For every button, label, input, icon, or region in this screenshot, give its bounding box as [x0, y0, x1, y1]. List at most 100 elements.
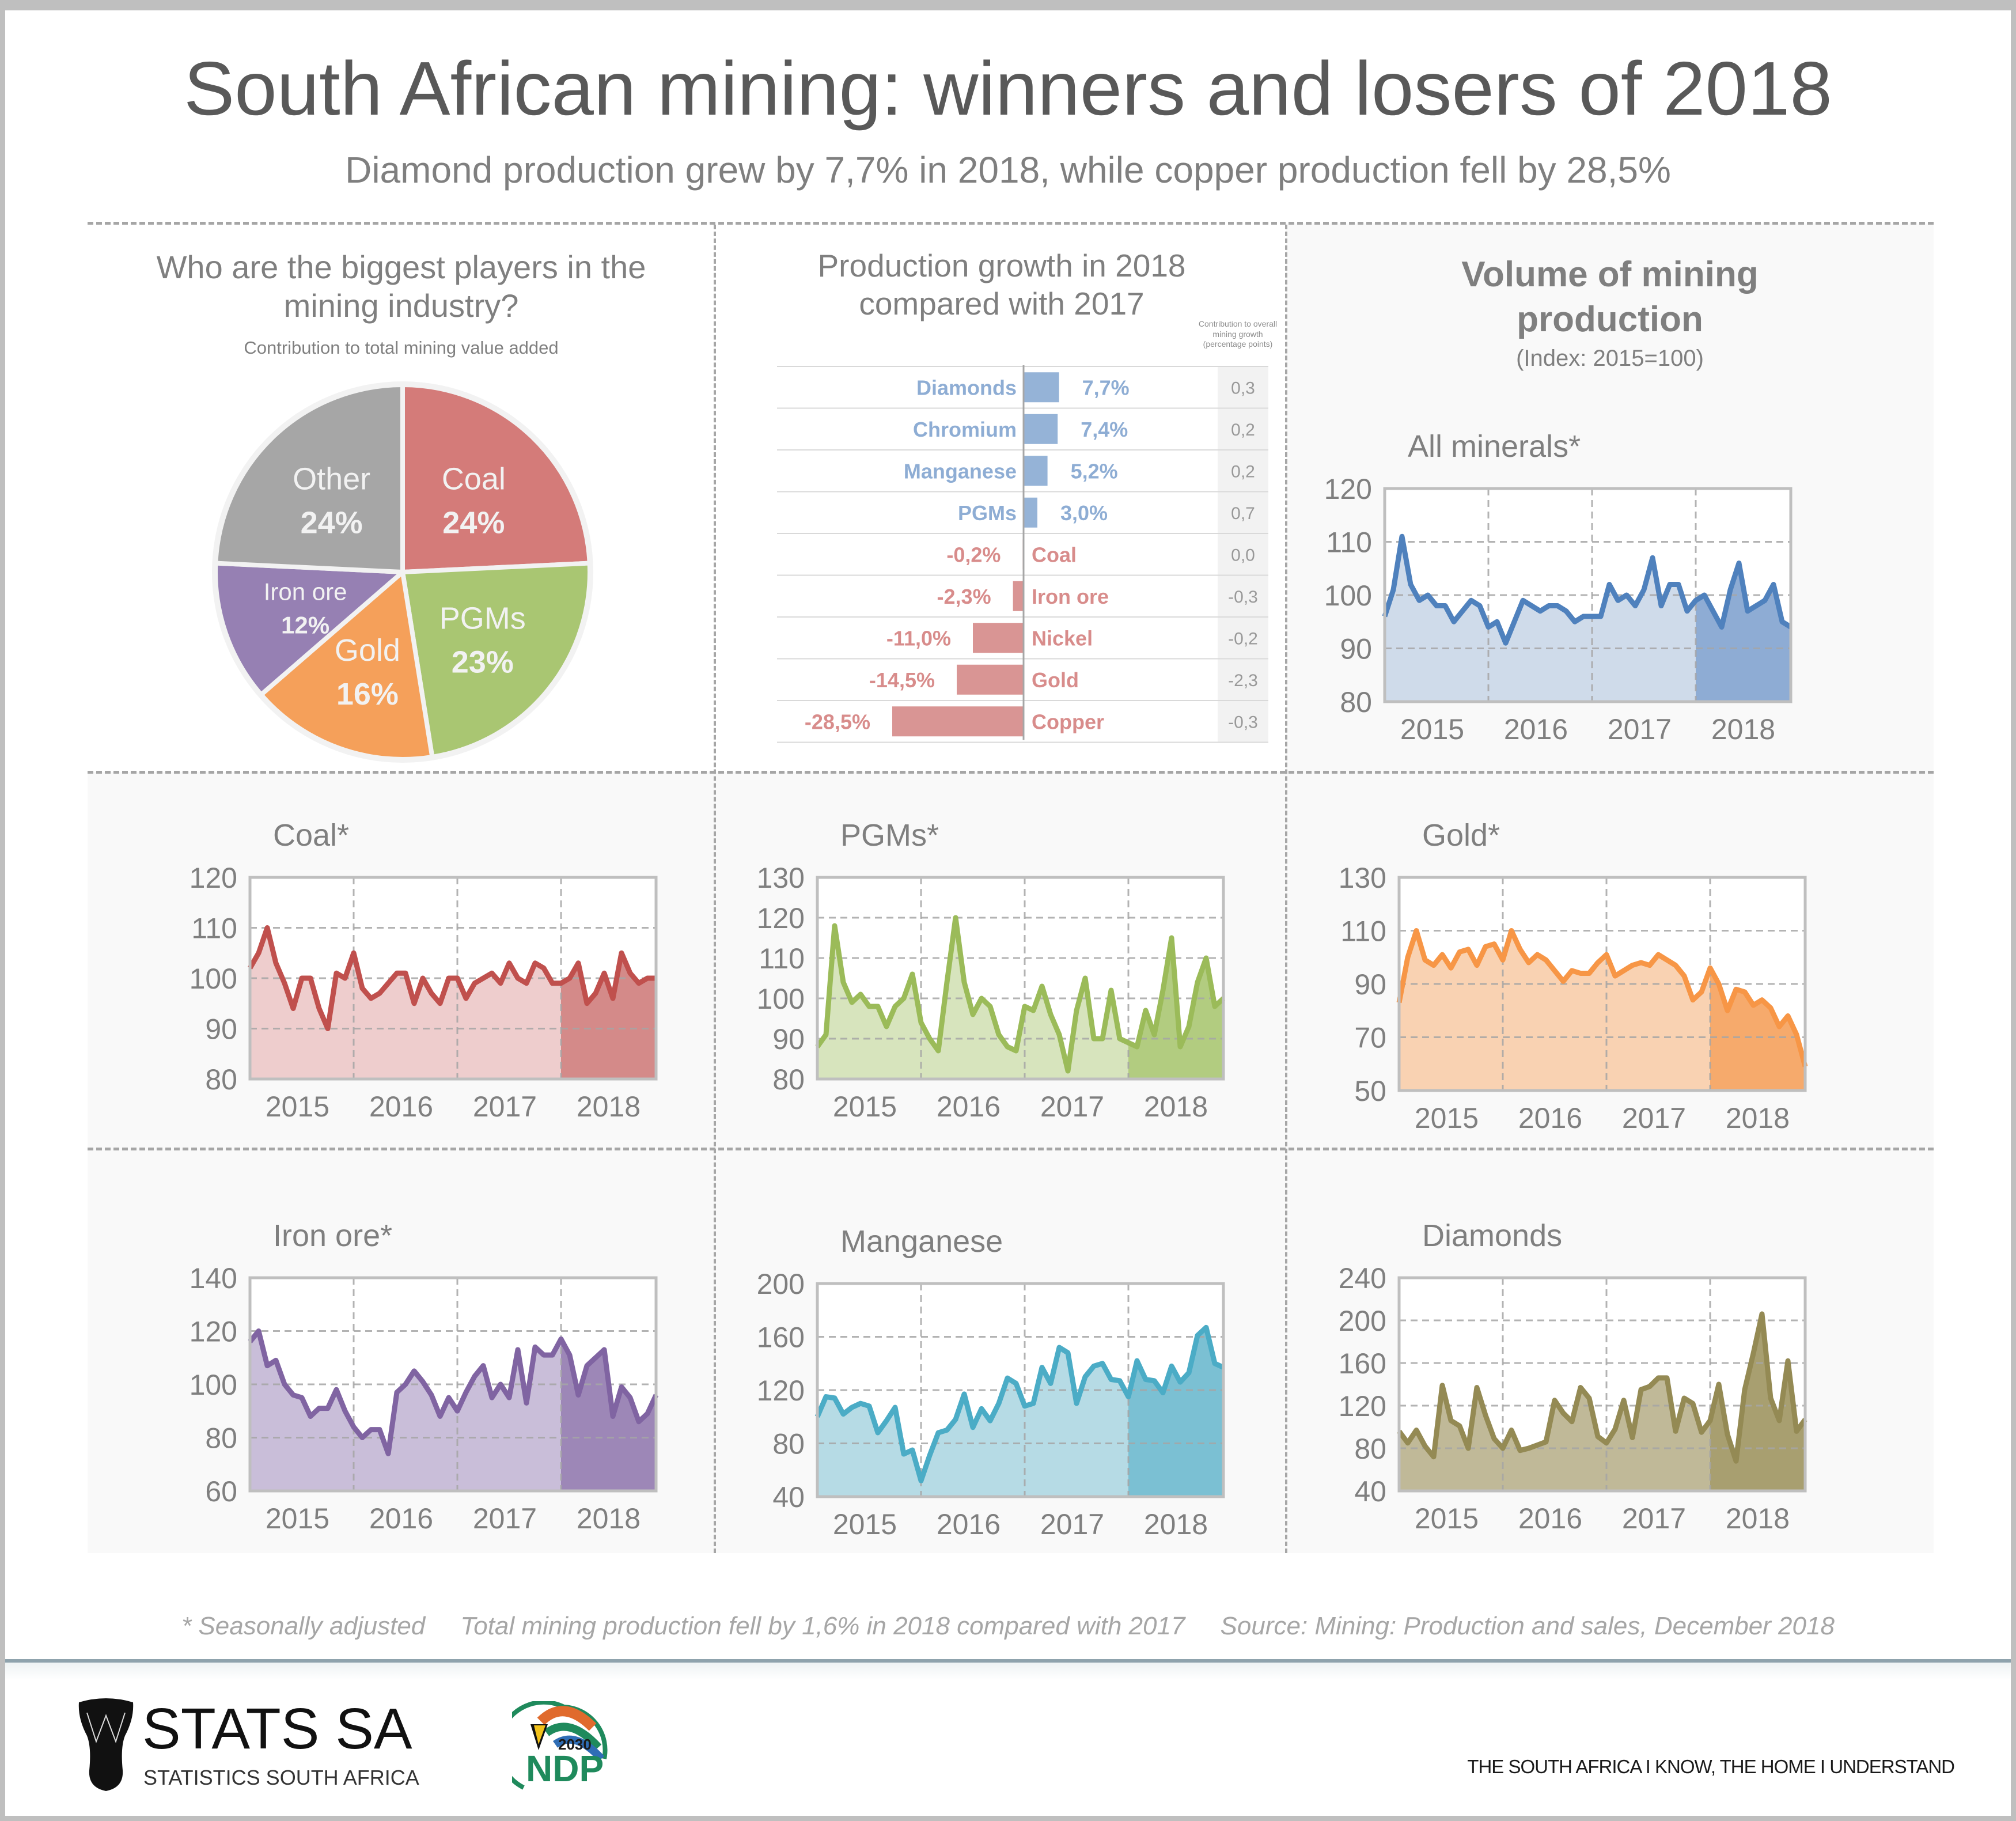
ndp-year: 2030 [558, 1736, 592, 1753]
ndp-logo: 2030 NDP [512, 1701, 610, 1793]
bar-category-copper: Copper [1032, 710, 1104, 733]
pie-title-line2: mining industry? [283, 287, 519, 324]
y-tick-label: 120 [1339, 1390, 1386, 1422]
bar-category-coal: Coal [1032, 543, 1077, 566]
y-tick-label: 120 [190, 1316, 237, 1348]
bar-pgms [1024, 497, 1037, 528]
y-tick-label: 160 [1339, 1347, 1386, 1380]
x-tick-label: 2017 [473, 1502, 537, 1535]
chart-title: Manganese [840, 1224, 1003, 1259]
ndp-emblem-icon [512, 1701, 608, 1790]
plot-border [816, 876, 1225, 1081]
x-tick-label: 2015 [266, 1091, 329, 1123]
contribution-header-line1: Contribution to overall [1198, 319, 1278, 328]
x-tick-label: 2016 [937, 1508, 1001, 1540]
plot-border [1383, 487, 1793, 703]
divider-top [88, 222, 1934, 225]
bar-category-gold: Gold [1032, 668, 1079, 692]
page-subtitle: Diamond production grew by 7,7% in 2018,… [345, 149, 1671, 191]
plot-border [248, 1276, 658, 1493]
page-title: South African mining: winners and losers… [184, 46, 1832, 131]
pie-chart: Coal 24% PGMs 23% Gold 16% Iron ore 12% Other 24% [212, 381, 593, 763]
x-tick-label: 2017 [1622, 1102, 1686, 1134]
chart-title: Coal* [273, 818, 349, 853]
bar-nickel [973, 623, 1024, 653]
y-tick-label: 110 [191, 913, 237, 945]
series-line [814, 1324, 1225, 1483]
contribution-value-copper: -0,3 [1228, 713, 1258, 732]
contribution-value-manganese: 0,2 [1231, 462, 1255, 481]
y-tick-label: 90 [772, 1023, 805, 1055]
y-tick-label: 200 [1339, 1305, 1386, 1337]
area-fill-2018 [1710, 1313, 1805, 1491]
x-tick-label: 2017 [1622, 1502, 1686, 1535]
chart-title: PGMs* [840, 818, 939, 853]
growth-panel-title: Production growth in 2018 compared with … [719, 247, 1284, 323]
y-tick-label: 90 [205, 1013, 237, 1046]
y-tick-label: 80 [772, 1428, 805, 1460]
y-tick-label: 90 [1340, 633, 1372, 665]
x-tick-label: 2016 [937, 1091, 1001, 1123]
x-tick-label: 2015 [1415, 1102, 1479, 1134]
x-tick-label: 2018 [577, 1091, 641, 1123]
plot-border [248, 876, 658, 1081]
bar-category-manganese: Manganese [904, 459, 1017, 483]
pie-value-gold: 16% [336, 677, 399, 711]
x-tick-label: 2015 [833, 1091, 897, 1123]
pie-label-coal: Coal [442, 462, 506, 497]
y-tick-label: 40 [1354, 1475, 1386, 1508]
bar-value-manganese: 5,2% [1071, 459, 1118, 483]
pie-slice-iron-ore [213, 561, 409, 698]
contribution-value-coal: 0,0 [1231, 546, 1255, 565]
plot-border [1397, 1276, 1807, 1493]
series-line [1397, 1311, 1807, 1464]
pie-slice-gold [257, 567, 435, 762]
contribution-value-pgms: 0,7 [1231, 504, 1255, 523]
chart-title: Diamonds [1422, 1218, 1562, 1253]
contribution-column-bg [1218, 366, 1268, 743]
y-tick-label: 200 [757, 1268, 805, 1300]
divider-col1 [714, 225, 716, 1553]
growth-title-line1: Production growth in 2018 [817, 248, 1186, 283]
x-tick-label: 2018 [1726, 1102, 1790, 1134]
x-tick-label: 2018 [577, 1502, 641, 1535]
area-fill-2015-2017 [1399, 1377, 1710, 1491]
pie-subtitle: Contribution to total mining value added [244, 338, 559, 358]
y-tick-label: 60 [205, 1475, 237, 1508]
divider-col2 [1285, 225, 1287, 1553]
stats-sa-wordmark: STATS SA [142, 1697, 412, 1761]
y-tick-label: 110 [759, 942, 805, 975]
stats-sa-logo: STATS SA STATISTICS SOUTH AFRICA [74, 1695, 420, 1793]
x-tick-label: 2015 [266, 1502, 329, 1535]
volume-title-line2: production [1517, 299, 1703, 339]
chart-iron-ore: Iron ore* 60 80 100 120 140 2015 2016 2017 2018 [190, 1218, 659, 1535]
y-tick-label: 90 [1354, 968, 1386, 1001]
y-tick-label: 120 [757, 902, 805, 934]
y-tick-label: 70 [1354, 1022, 1386, 1054]
bar-value-gold: -14,5% [869, 668, 935, 692]
pie-slice-other [213, 382, 405, 575]
bar-diamonds [1024, 372, 1059, 403]
y-tick-label: 120 [1324, 473, 1372, 505]
bar-category-nickel: Nickel [1032, 626, 1093, 650]
pie-value-pgms: 23% [452, 645, 514, 680]
y-tick-label: 130 [1339, 862, 1386, 894]
chart-all-minerals: All minerals* 80 90 100 110 120 2015 2016 2017 20… [1324, 429, 1793, 745]
contribution-value-gold: -2,3 [1228, 671, 1258, 690]
bar-copper [892, 706, 1024, 737]
y-tick-label: 100 [190, 963, 237, 995]
ndp-text: NDP [526, 1748, 604, 1789]
pie-label-iron-ore: Iron ore [264, 578, 347, 605]
x-tick-label: 2018 [1711, 713, 1775, 745]
y-tick-label: 100 [190, 1369, 237, 1401]
area-fill-2015-2017 [1399, 930, 1710, 1091]
y-tick-label: 80 [772, 1063, 805, 1096]
pie-title-line1: Who are the biggest players in the [156, 249, 646, 285]
bar-chromium [1024, 414, 1058, 444]
x-tick-label: 2016 [369, 1091, 433, 1123]
bar-category-diamonds: Diamonds [916, 376, 1017, 399]
pie-slice-coal [400, 382, 592, 575]
y-tick-label: 130 [757, 862, 805, 894]
pie-label-pgms: PGMs [439, 601, 526, 636]
y-tick-label: 50 [1354, 1075, 1386, 1107]
